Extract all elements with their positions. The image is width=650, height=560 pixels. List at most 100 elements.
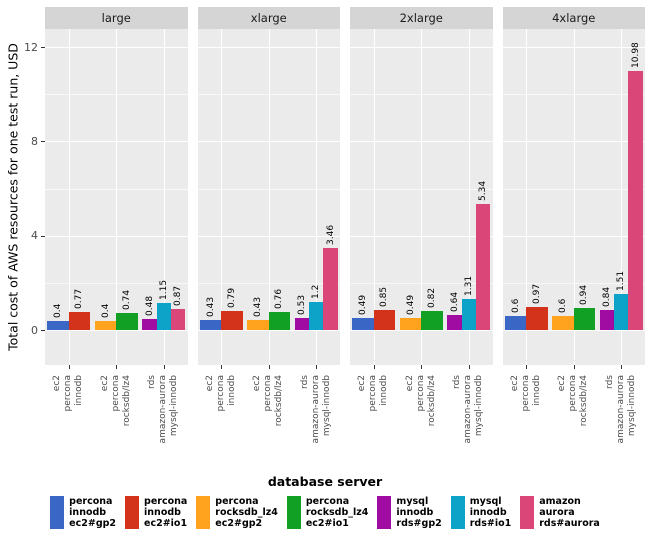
bar xyxy=(170,309,186,330)
grid-line-vertical xyxy=(116,29,118,365)
facet-strip: 2xlarge xyxy=(350,7,493,29)
bar xyxy=(323,248,338,330)
grid-line-vertical xyxy=(468,29,470,365)
legend-swatch xyxy=(50,496,65,529)
bar-value-label: 0.79 xyxy=(226,288,237,309)
bar-value-label: 0.84 xyxy=(602,287,612,308)
x-tick-label: ec2 percona rocksdb/lz4 xyxy=(404,375,437,427)
grid-line-vertical xyxy=(573,29,575,365)
grid-line-vertical xyxy=(221,29,223,365)
y-tick-mark xyxy=(41,235,45,237)
legend-item-label: percona innodb ec2#gp2 xyxy=(69,496,117,529)
bar-value-label: 0.97 xyxy=(531,284,542,305)
x-tick-mark xyxy=(68,365,70,369)
facet-panel: 0.6 0.97 0.6 0.94 0.84 1.51 10.98 xyxy=(502,29,645,365)
legend-row: percona innodb ec2#gp2 percona innodb ec2… xyxy=(0,496,650,529)
x-tick-mark xyxy=(526,365,528,369)
legend-item: mysql innodb rds#io1 xyxy=(450,496,512,529)
bar xyxy=(156,302,171,330)
facet-strip-label: large xyxy=(101,11,131,25)
x-tick-mark xyxy=(163,365,165,369)
x-tick-label: ec2 percona innodb xyxy=(204,375,237,412)
x-tick-mark xyxy=(421,365,423,369)
legend-swatch xyxy=(196,496,211,529)
bar xyxy=(399,318,422,330)
bar-value-label: 0.77 xyxy=(74,288,85,309)
bar xyxy=(421,310,443,330)
bar-value-label: 0.82 xyxy=(426,287,437,308)
bar xyxy=(447,314,462,330)
y-tick-label: 4 xyxy=(31,229,38,243)
y-axis-title: Total cost of AWS resources for one test… xyxy=(5,43,21,351)
facet-strip: large xyxy=(45,7,188,29)
bar-value-label: 0.6 xyxy=(510,298,521,313)
legend-item-label: mysql innodb rds#io1 xyxy=(469,496,512,529)
x-tick-label: rds amazon-aurora mysql-innodb xyxy=(452,375,485,444)
bar-value-label: 1.15 xyxy=(158,279,169,300)
grid-line-vertical xyxy=(373,29,375,365)
y-tick-label: 12 xyxy=(24,40,38,54)
bar xyxy=(294,317,310,330)
x-tick-mark xyxy=(373,365,375,369)
bar xyxy=(68,311,91,330)
facet-panel: 0.49 0.85 0.49 0.82 0.64 1.31 5.34 xyxy=(350,29,493,365)
bar-value-label: 0.85 xyxy=(379,286,390,307)
bar xyxy=(614,294,629,330)
x-tick-label: ec2 percona rocksdb/lz4 xyxy=(99,375,132,427)
x-tick-mark xyxy=(116,365,118,369)
bar xyxy=(94,320,117,330)
bar xyxy=(461,299,476,330)
bar-value-label: 0.43 xyxy=(253,296,264,317)
legend-item-label: mysql innodb rds#gp2 xyxy=(396,496,442,529)
legend-swatch xyxy=(286,496,301,529)
x-tick-label: rds amazon-aurora mysql-innodb xyxy=(147,375,180,444)
bar xyxy=(199,319,222,330)
bar-value-label: 0.49 xyxy=(405,295,416,316)
bar-value-label: 0.87 xyxy=(173,286,183,307)
x-tick-label: ec2 percona innodb xyxy=(52,375,85,412)
x-tick-mark xyxy=(573,365,575,369)
grid-line-vertical xyxy=(621,29,623,365)
x-tick-label: ec2 percona rocksdb/lz4 xyxy=(557,375,590,427)
grid-line-vertical xyxy=(421,29,423,365)
bar xyxy=(475,204,491,330)
legend-item: mysql innodb rds#gp2 xyxy=(377,496,442,529)
bar-value-label: 0.76 xyxy=(274,289,285,310)
bar-value-label: 1.31 xyxy=(463,276,474,297)
x-tick-mark xyxy=(316,365,318,369)
bar xyxy=(599,310,615,330)
legend-swatch xyxy=(125,496,140,529)
x-tick-mark xyxy=(221,365,223,369)
bar-value-label: 1.2 xyxy=(311,284,322,299)
legend-swatch xyxy=(377,496,392,529)
bar xyxy=(552,315,574,330)
legend-swatch xyxy=(450,496,465,529)
x-tick-mark xyxy=(468,365,470,369)
grid-line-vertical xyxy=(526,29,528,365)
legend-swatch xyxy=(520,496,535,529)
bar-value-label: 0.4 xyxy=(53,303,64,318)
grid-line-vertical xyxy=(163,29,165,365)
bar xyxy=(373,309,396,330)
legend-item: percona innodb ec2#gp2 xyxy=(50,496,116,529)
bar-value-label: 0.53 xyxy=(297,294,307,315)
legend-title: database server xyxy=(267,474,383,489)
bar xyxy=(116,312,138,330)
x-tick-label: rds amazon-aurora mysql-innodb xyxy=(604,375,637,444)
x-tick-mark xyxy=(268,365,270,369)
bar-value-label: 10.98 xyxy=(630,42,641,69)
legend: database server percona innodb ec2#gp2 pe… xyxy=(0,474,650,529)
bar-value-label: 0.6 xyxy=(558,298,569,313)
facet-strip-label: xlarge xyxy=(250,11,287,25)
legend-item: percona innodb ec2#io1 xyxy=(125,496,187,529)
y-tick-label: 8 xyxy=(31,134,38,148)
facet-strip-label: 2xlarge xyxy=(399,11,443,25)
bar xyxy=(268,312,291,330)
bar-value-label: 1.51 xyxy=(616,271,627,292)
bar-value-label: 0.74 xyxy=(121,289,132,310)
x-tick-label: rds amazon-aurora mysql-innodb xyxy=(299,375,332,444)
grid-line-vertical xyxy=(268,29,270,365)
grid-line-vertical xyxy=(68,29,70,365)
bar-value-label: 5.34 xyxy=(478,181,488,202)
